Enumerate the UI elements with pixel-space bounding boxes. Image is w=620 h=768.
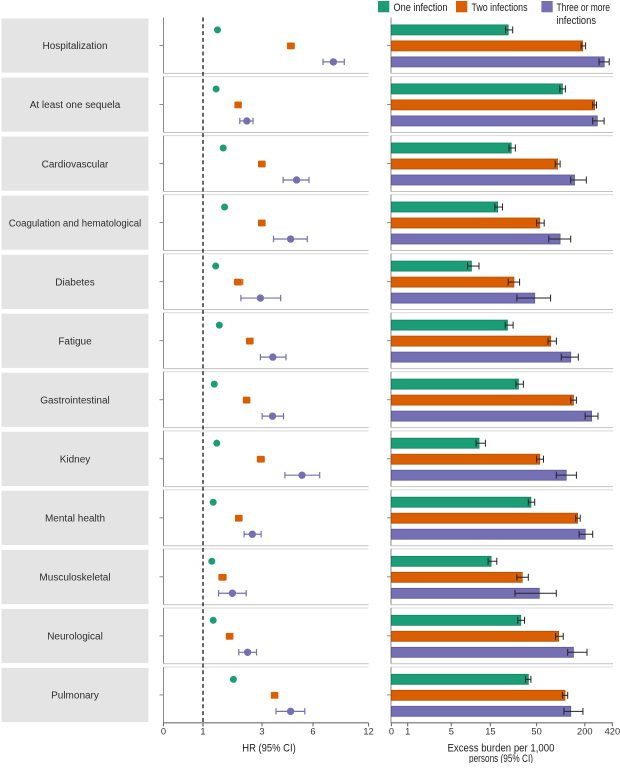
svg-text:Excess burden per 1,000: Excess burden per 1,000 (448, 742, 555, 754)
svg-text:HR (95% CI): HR (95% CI) (242, 742, 296, 754)
svg-text:Cardiovascular: Cardiovascular (42, 159, 109, 170)
svg-text:Gastrointestinal: Gastrointestinal (40, 395, 109, 406)
svg-text:12: 12 (363, 727, 373, 737)
svg-text:Musculoskeletal: Musculoskeletal (39, 573, 110, 584)
svg-text:Pulmonary: Pulmonary (51, 691, 99, 702)
svg-text:Two infections: Two infections (472, 2, 528, 14)
svg-text:0: 0 (161, 727, 166, 737)
svg-text:Kidney: Kidney (60, 455, 91, 466)
svg-text:Hospitalization: Hospitalization (42, 41, 107, 52)
svg-text:1: 1 (405, 727, 410, 737)
svg-text:0: 0 (389, 727, 394, 737)
svg-text:6: 6 (310, 727, 315, 737)
svg-text:infections: infections (557, 15, 597, 27)
svg-text:3: 3 (259, 727, 264, 737)
svg-text:Mental health: Mental health (45, 514, 105, 525)
svg-text:One infection: One infection (394, 2, 448, 14)
svg-text:15: 15 (485, 727, 495, 737)
svg-text:Diabetes: Diabetes (55, 277, 94, 288)
svg-text:50: 50 (531, 727, 541, 737)
svg-text:5: 5 (449, 727, 454, 737)
svg-text:Neurological: Neurological (47, 632, 103, 643)
svg-text:1: 1 (200, 727, 205, 737)
svg-text:Coagulation and hematological: Coagulation and hematological (9, 218, 142, 229)
svg-text:Three or more: Three or more (557, 2, 611, 14)
svg-text:At least one sequela: At least one sequela (30, 100, 121, 111)
svg-text:420: 420 (605, 727, 620, 737)
svg-text:persons (95% CI): persons (95% CI) (469, 753, 533, 763)
svg-text:Fatigue: Fatigue (58, 336, 92, 347)
svg-text:200: 200 (577, 727, 593, 737)
